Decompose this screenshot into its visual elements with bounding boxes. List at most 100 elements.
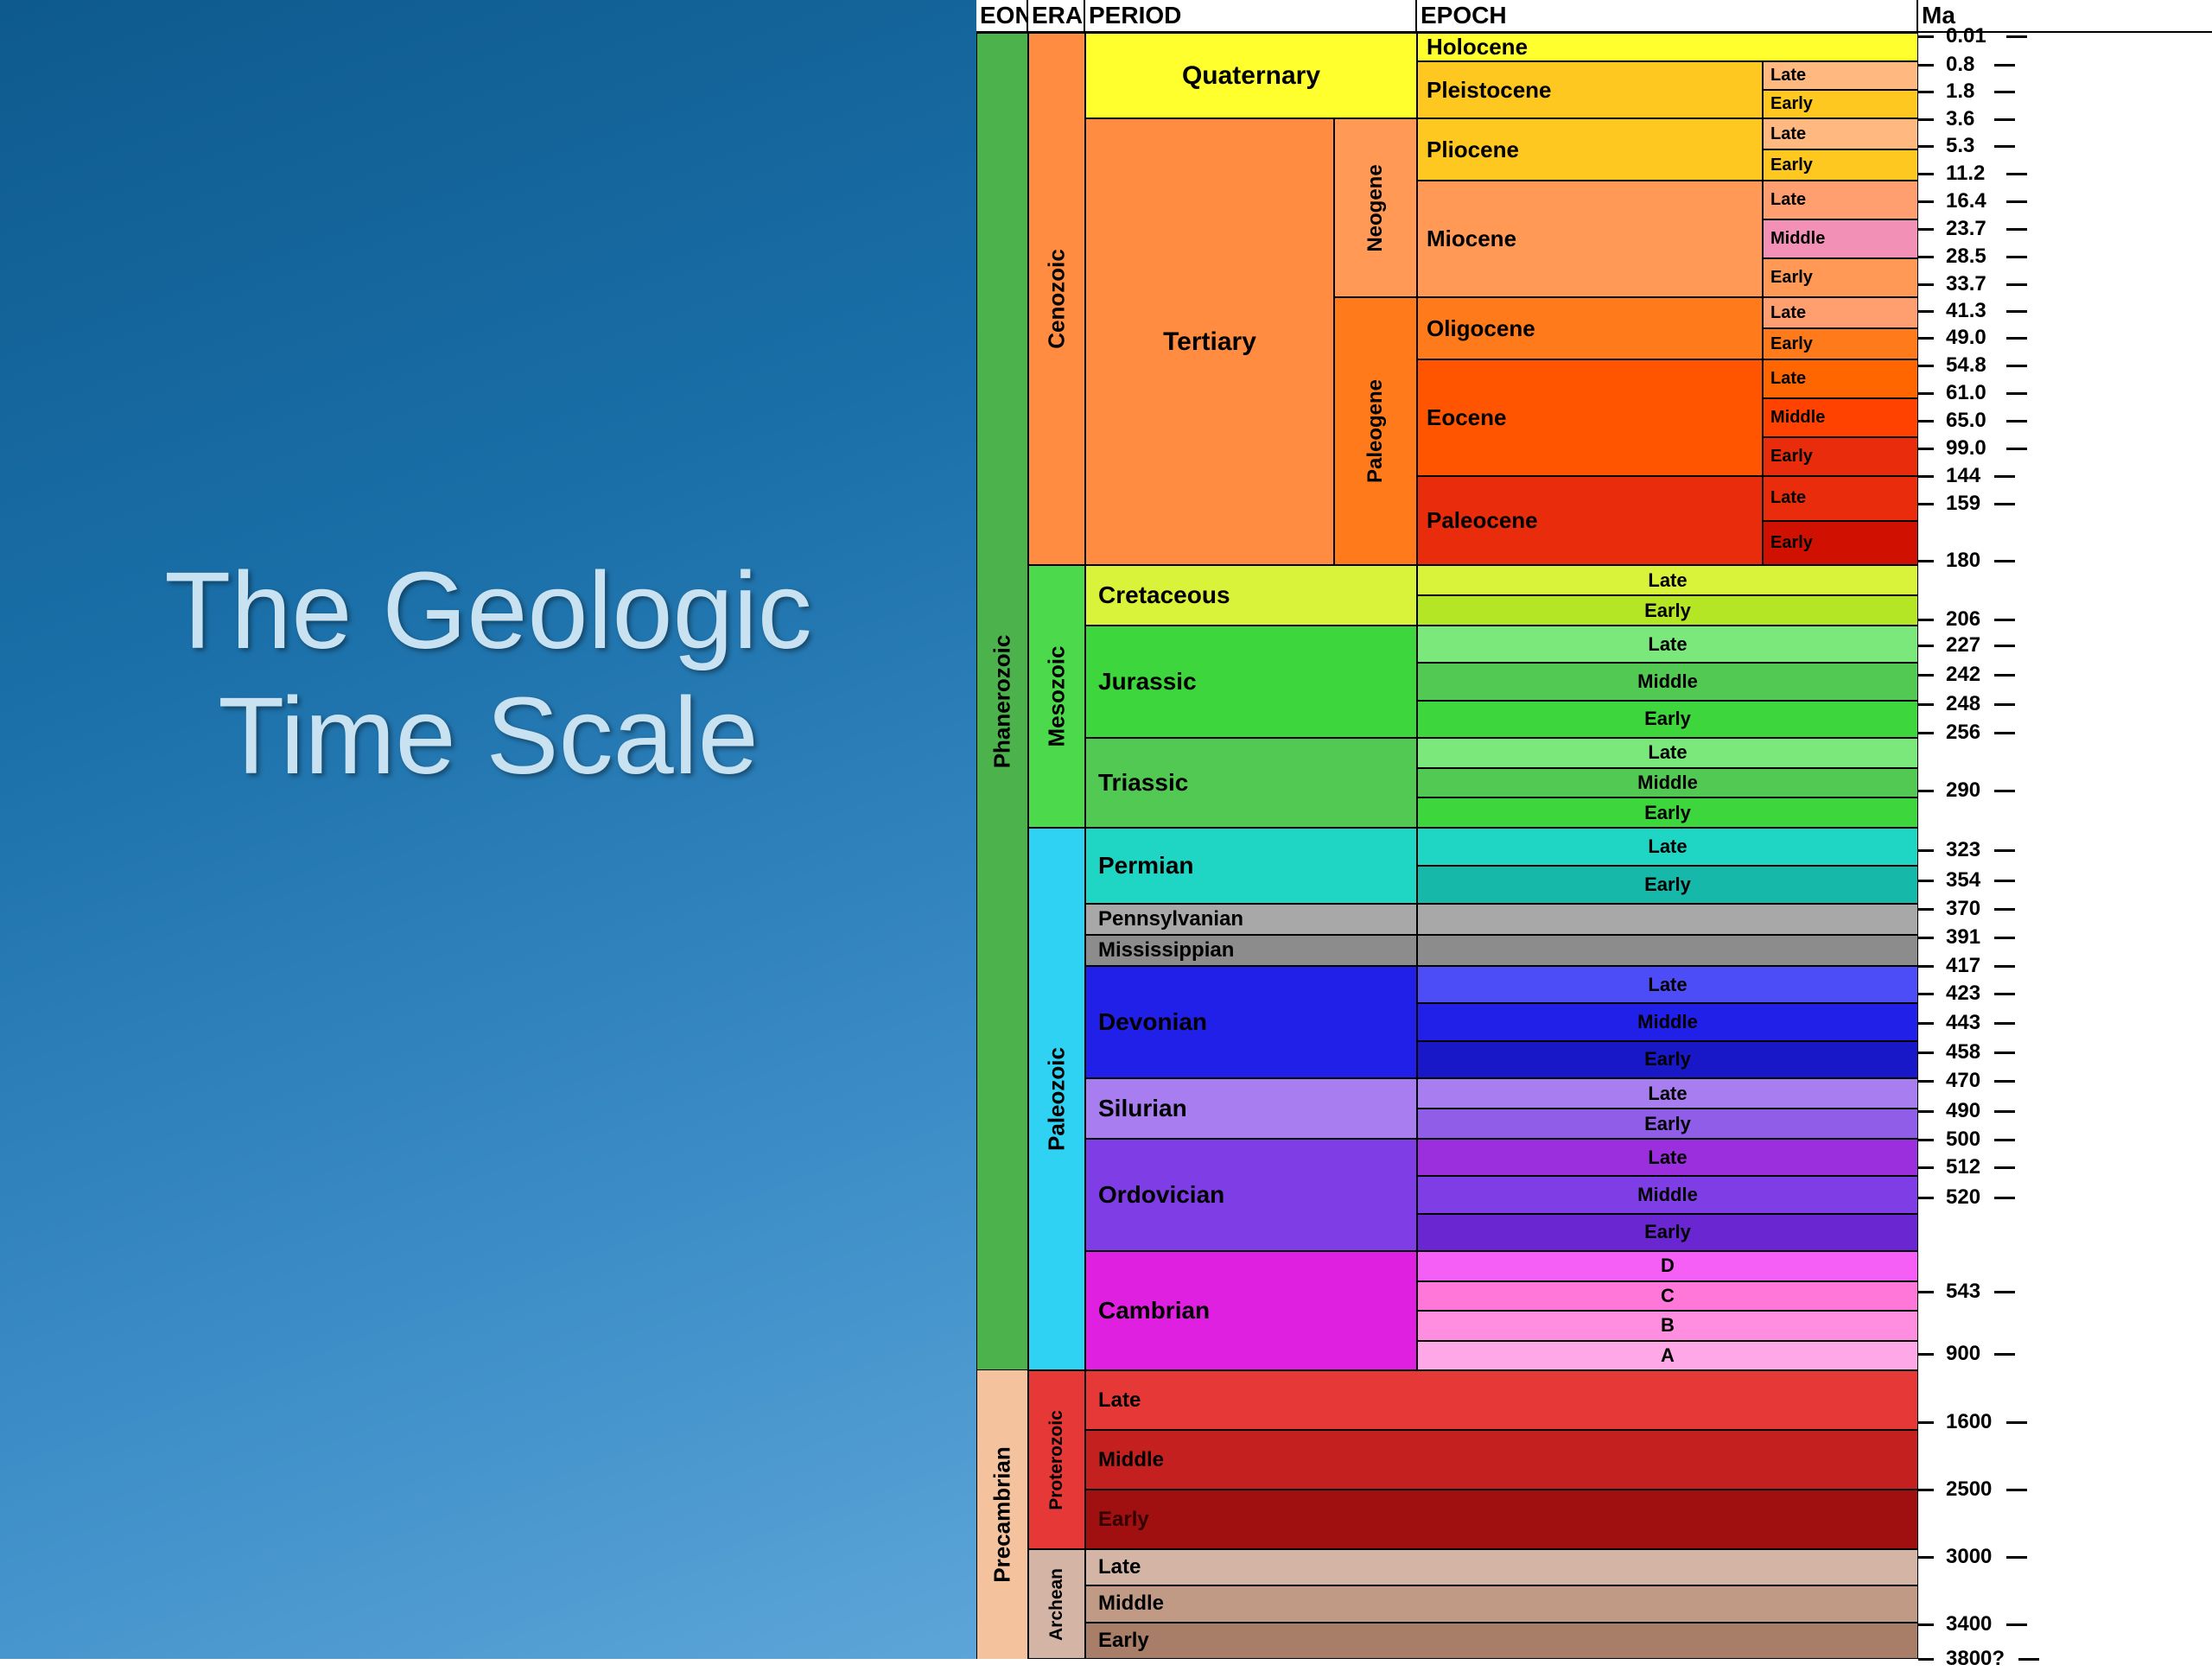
ma-value: 180 xyxy=(1946,549,1980,573)
stage-cell: Early xyxy=(1763,437,1918,476)
ma-value: 3.6 xyxy=(1946,107,1974,131)
stage-cell xyxy=(1417,904,1918,935)
ma-tick xyxy=(1918,1080,1934,1083)
ma-tick xyxy=(1918,365,1934,367)
ma-value: 520 xyxy=(1946,1185,1980,1210)
ma-tick xyxy=(1994,645,2015,647)
ma-value: 458 xyxy=(1946,1040,1980,1064)
ma-value: 900 xyxy=(1946,1342,1980,1366)
stage-cell: Early xyxy=(1417,1109,1918,1139)
era-archean-label: Archean xyxy=(1046,1567,1067,1640)
stage-cell: Middle xyxy=(1085,1585,1918,1622)
epoch-pleistocene: Pleistocene xyxy=(1417,61,1763,118)
ma-tick xyxy=(1994,560,2015,562)
geologic-chart: EON ERA PERIOD EPOCH Ma Phanerozoic Prec… xyxy=(976,0,2212,1659)
period-silurian: Silurian xyxy=(1085,1078,1417,1139)
ma-tick xyxy=(1918,337,1934,340)
ma-tick xyxy=(1994,880,2015,882)
ma-tick xyxy=(1918,1110,1934,1113)
ma-tick xyxy=(1994,1110,2015,1113)
stage-cell: Middle xyxy=(1417,663,1918,700)
ma-value: 248 xyxy=(1946,692,1980,716)
ma-tick xyxy=(1918,91,1934,93)
stage-cell: Middle xyxy=(1417,1003,1918,1040)
ma-tick xyxy=(2006,173,2027,175)
subperiod-neogene: Neogene xyxy=(1334,118,1417,297)
ma-tick xyxy=(2006,448,2027,450)
ma-value: 227 xyxy=(1946,633,1980,658)
era-proterozoic-label: Proterozoic xyxy=(1046,1410,1067,1510)
row-silurian: Silurian Late Early xyxy=(1085,1078,1918,1139)
ma-tick xyxy=(1918,145,1934,148)
ma-tick xyxy=(2006,228,2027,231)
ma-tick xyxy=(2006,1421,2027,1424)
ma-value: 206 xyxy=(1946,607,1980,632)
row-archean: Late Middle Early xyxy=(1085,1549,1918,1659)
row-jurassic: Jurassic Late Middle Early xyxy=(1085,626,1918,738)
row-penn: Pennsylvanian xyxy=(1085,904,1918,935)
era-column: Cenozoic Mesozoic Paleozoic Proterozoic … xyxy=(1028,33,1085,1659)
stage-cell: Early xyxy=(1085,1490,1918,1549)
subperiod-paleogene: Paleogene xyxy=(1334,297,1417,565)
ma-value: 417 xyxy=(1946,954,1980,978)
period-permian: Permian xyxy=(1085,828,1417,904)
eon-precambrian: Precambrian xyxy=(976,1370,1028,1659)
stage-cell: Late xyxy=(1763,359,1918,398)
ma-tick xyxy=(1994,619,2015,621)
stage-cell: Middle xyxy=(1417,768,1918,798)
stage-cell: C xyxy=(1417,1281,1918,1312)
ma-tick xyxy=(1918,645,1934,647)
ma-tick xyxy=(1918,118,1934,121)
stage-cell xyxy=(1417,935,1918,966)
ma-value: 256 xyxy=(1946,721,1980,745)
epoch-eocene: Eocene xyxy=(1417,359,1763,476)
era-paleozoic: Paleozoic xyxy=(1028,828,1085,1370)
ma-tick xyxy=(2006,420,2027,423)
chart-body: Phanerozoic Precambrian Cenozoic Mesozoi… xyxy=(976,33,2212,1659)
ma-tick xyxy=(1918,619,1934,621)
row-ordovician: Ordovician Late Middle Early xyxy=(1085,1139,1918,1251)
ma-tick xyxy=(1994,1197,2015,1199)
stage-cell: D xyxy=(1417,1251,1918,1281)
ma-tick xyxy=(2006,1489,2027,1491)
period-mississippian: Mississippian xyxy=(1085,935,1417,966)
era-mesozoic: Mesozoic xyxy=(1028,565,1085,828)
page-title: The Geologic Time Scale xyxy=(35,549,942,799)
paleogene-label: Paleogene xyxy=(1363,379,1388,483)
period-jurassic: Jurassic xyxy=(1085,626,1417,738)
ma-value: 33.7 xyxy=(1946,272,1986,296)
ma-value: 159 xyxy=(1946,492,1980,516)
ma-tick xyxy=(1994,475,2015,478)
ma-value: 3400 xyxy=(1946,1612,1992,1636)
epoch-pliocene: Pliocene xyxy=(1417,118,1763,181)
stage-cell: Early xyxy=(1417,797,1918,828)
era-mesozoic-label: Mesozoic xyxy=(1044,645,1071,747)
ma-tick xyxy=(1918,908,1934,911)
ma-tick xyxy=(2006,337,2027,340)
stage-cell: Late xyxy=(1417,1139,1918,1176)
ma-tick xyxy=(1918,420,1934,423)
ma-tick xyxy=(1918,475,1934,478)
ma-tick xyxy=(1918,173,1934,175)
ma-tick xyxy=(1918,200,1934,203)
ma-tick xyxy=(2006,283,2027,286)
ma-tick xyxy=(1994,674,2015,677)
ma-value: 99.0 xyxy=(1946,436,1986,461)
ma-tick xyxy=(1918,1166,1934,1169)
header-epoch: EPOCH xyxy=(1417,0,1918,31)
epoch-holocene: Holocene xyxy=(1417,33,1918,61)
stage-cell: Late xyxy=(1417,626,1918,663)
ma-tick xyxy=(1918,1489,1934,1491)
ma-tick xyxy=(2006,256,2027,258)
header-eon: EON xyxy=(976,0,1028,31)
epoch-paleocene: Paleocene xyxy=(1417,476,1763,565)
ma-tick xyxy=(1994,503,2015,505)
stage-cell: A xyxy=(1417,1341,1918,1371)
era-paleozoic-label: Paleozoic xyxy=(1044,1047,1071,1151)
ma-tick xyxy=(1994,1166,2015,1169)
ma-tick xyxy=(1994,1291,2015,1293)
ma-tick xyxy=(1918,703,1934,706)
ma-value: 23.7 xyxy=(1946,217,1986,241)
ma-value: 3800? xyxy=(1946,1647,2005,1671)
ma-tick xyxy=(1994,849,2015,852)
